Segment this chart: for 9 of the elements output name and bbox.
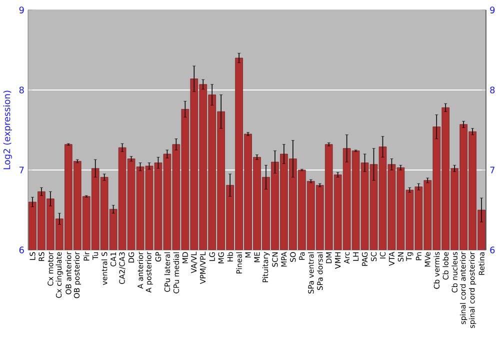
y2-tick-label: 8 (490, 86, 495, 94)
y-tick-label: 7 (20, 166, 24, 174)
y-axis-title: Log2 (expression) (3, 90, 12, 170)
y-tick-label: 8 (19, 86, 24, 94)
y2-tick-label: 7 (490, 166, 494, 174)
y2-tick-label: 6 (490, 246, 495, 254)
y2-tick-label: 9 (490, 6, 495, 14)
y-tick-label: 6 (19, 246, 24, 254)
y-tick-label: 9 (19, 6, 24, 14)
